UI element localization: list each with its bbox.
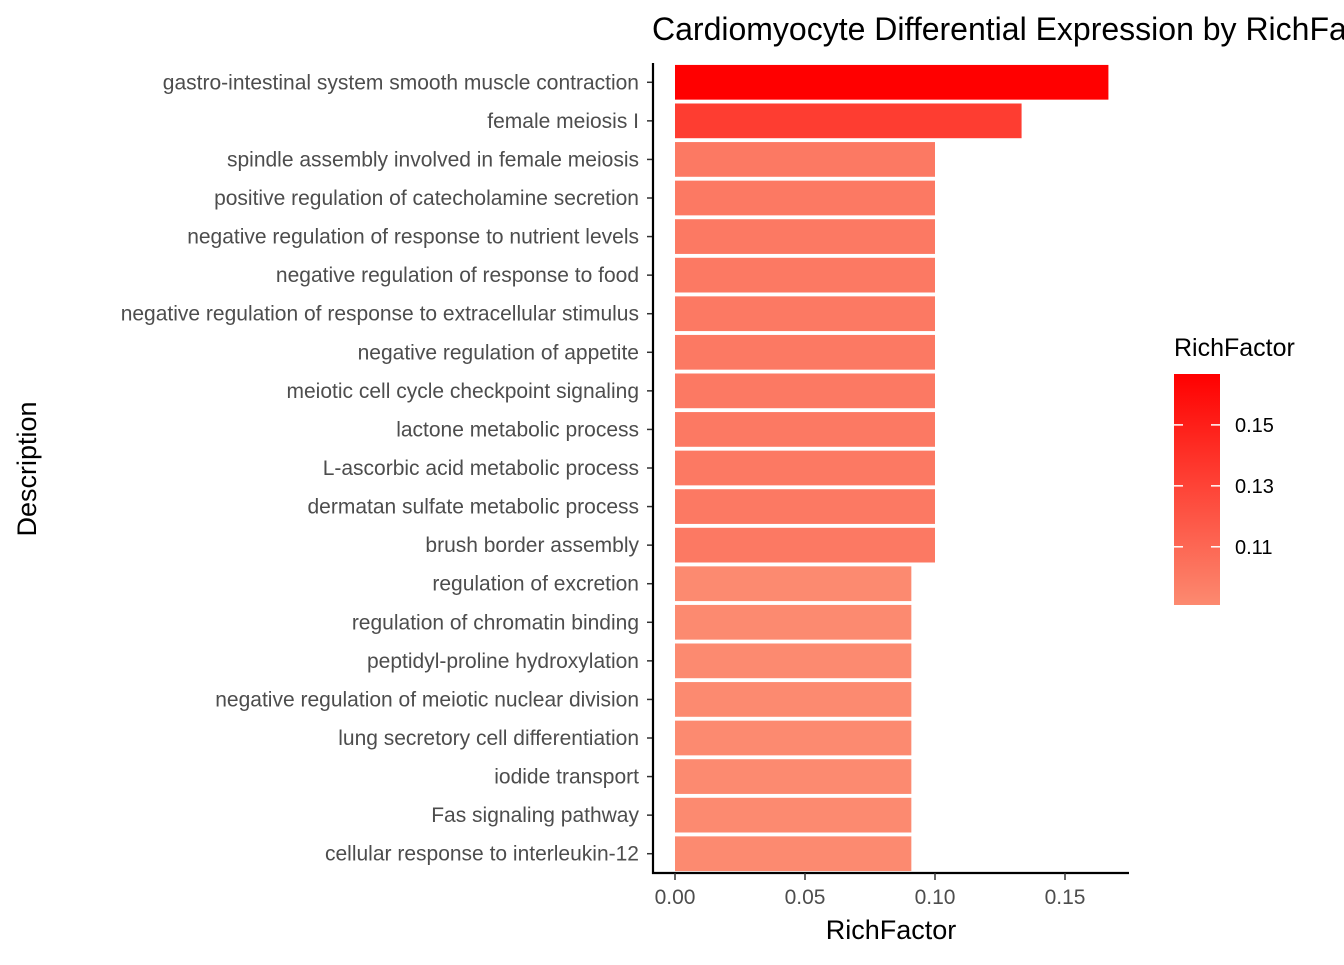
bar [675,450,935,486]
bar [675,334,935,370]
x-tick-label: 0.10 [915,886,956,909]
bar [675,64,1109,100]
x-tick-label: 0.05 [785,886,826,909]
bar [675,180,935,216]
bar [675,219,935,254]
legend-colorbar [1174,374,1220,605]
category-label: lactone metabolic process [396,418,639,441]
category-label: negative regulation of response to food [276,264,639,287]
legend-label: 0.15 [1235,415,1274,437]
category-label: lung secretory cell differentiation [338,727,639,750]
category-label: iodide transport [494,766,639,789]
x-axis-title: RichFactor [826,915,957,945]
bar [675,103,1022,139]
bar [675,836,912,872]
category-label: positive regulation of catecholamine sec… [214,187,639,210]
bar [675,720,912,756]
category-label: regulation of excretion [432,573,639,596]
x-tick-label: 0.00 [655,886,696,909]
x-tick-label: 0.15 [1045,886,1086,909]
category-label: gastro-intestinal system smooth muscle c… [163,71,639,94]
bar [675,257,935,293]
category-label: cellular response to interleukin-12 [325,843,639,866]
bar [675,142,935,177]
category-label: L-ascorbic acid metabolic process [323,457,639,480]
color-legend: RichFactor 0.15 0.13 0.11 [1174,334,1295,605]
bar [675,759,912,794]
bar [675,604,912,640]
category-label: peptidyl-proline hydroxylation [367,650,639,673]
legend-title: RichFactor [1174,334,1295,362]
bar [675,412,935,447]
bar [675,489,935,524]
category-labels: gastro-intestinal system smooth muscle c… [121,71,653,866]
bar [675,643,912,679]
bar [675,373,935,409]
bars-layer [675,64,1109,872]
category-label: dermatan sulfate metabolic process [308,496,640,519]
category-label: negative regulation of appetite [358,341,639,364]
category-label: female meiosis I [487,110,639,133]
category-label: negative regulation of response to extra… [121,303,639,326]
bar [675,566,912,602]
bar [675,527,935,563]
chart-title: Cardiomyocyte Differential Expression by… [652,11,1344,47]
bar [675,682,912,717]
legend-ticks: 0.15 0.13 0.11 [1174,415,1274,559]
bar [675,296,935,332]
bar [675,797,912,833]
legend-label: 0.13 [1235,476,1274,498]
legend-label: 0.11 [1235,537,1272,559]
category-label: Fas signaling pathway [431,804,639,827]
category-label: negative regulation of meiotic nuclear d… [215,688,639,711]
category-label: spindle assembly involved in female meio… [227,148,639,171]
category-label: negative regulation of response to nutri… [187,226,639,249]
category-label: brush border assembly [425,534,639,557]
category-label: meiotic cell cycle checkpoint signaling [287,380,640,403]
y-axis-title: Description [12,401,42,536]
category-label: regulation of chromatin binding [352,611,639,634]
x-axis: 0.00 0.05 0.10 0.15 [651,63,1129,909]
